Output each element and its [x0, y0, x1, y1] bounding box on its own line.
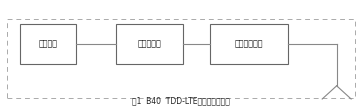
Text: 射频前端开关: 射频前端开关 — [235, 39, 263, 49]
Text: 图1  B40  TDD-LTE前端的结构框图: 图1 B40 TDD-LTE前端的结构框图 — [132, 97, 230, 106]
Text: 带通滤波器: 带通滤波器 — [138, 39, 161, 49]
Bar — [20, 24, 76, 64]
Bar — [210, 24, 288, 64]
Text: 射频功放: 射频功放 — [38, 39, 58, 49]
Bar — [116, 24, 183, 64]
